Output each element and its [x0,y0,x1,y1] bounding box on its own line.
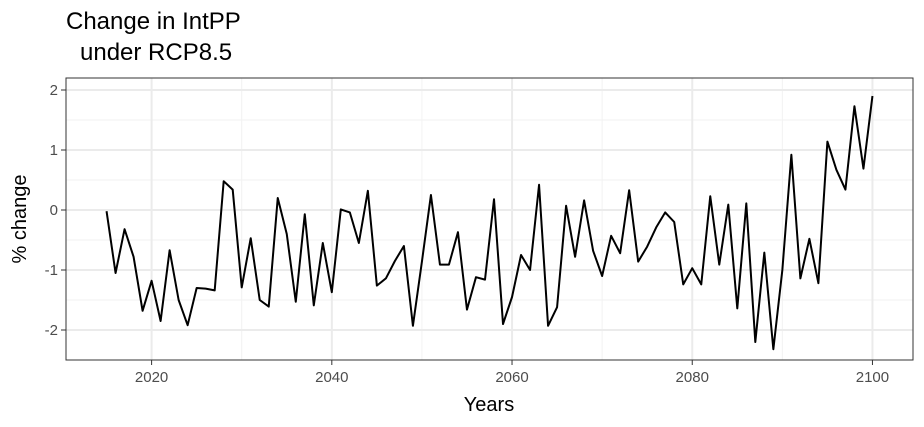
x-tick-label: 2020 [135,369,168,386]
x-tick-label: 2040 [315,369,348,386]
x-tick-label: 2080 [676,369,709,386]
chart-title-line-2: under RCP8.5 [80,39,232,66]
x-tick-label: 2060 [495,369,528,386]
y-tick-label: -2 [45,322,58,339]
y-tick-label: 2 [50,82,58,99]
series-line [105,95,874,351]
panel-border [65,77,914,361]
y-axis-title: % change [9,175,31,264]
y-tick-label: 0 [50,202,58,219]
y-tick-label: 1 [50,142,58,159]
x-axis-title: Years [464,394,514,416]
chart-title-line-1: Change in IntPP [66,8,241,35]
y-axis: -2 -1 0 1 2 [45,82,66,339]
x-tick-label: 2100 [856,369,889,386]
x-axis: 2020 2040 2060 2080 2100 [135,360,889,386]
y-tick-label: -1 [45,262,58,279]
